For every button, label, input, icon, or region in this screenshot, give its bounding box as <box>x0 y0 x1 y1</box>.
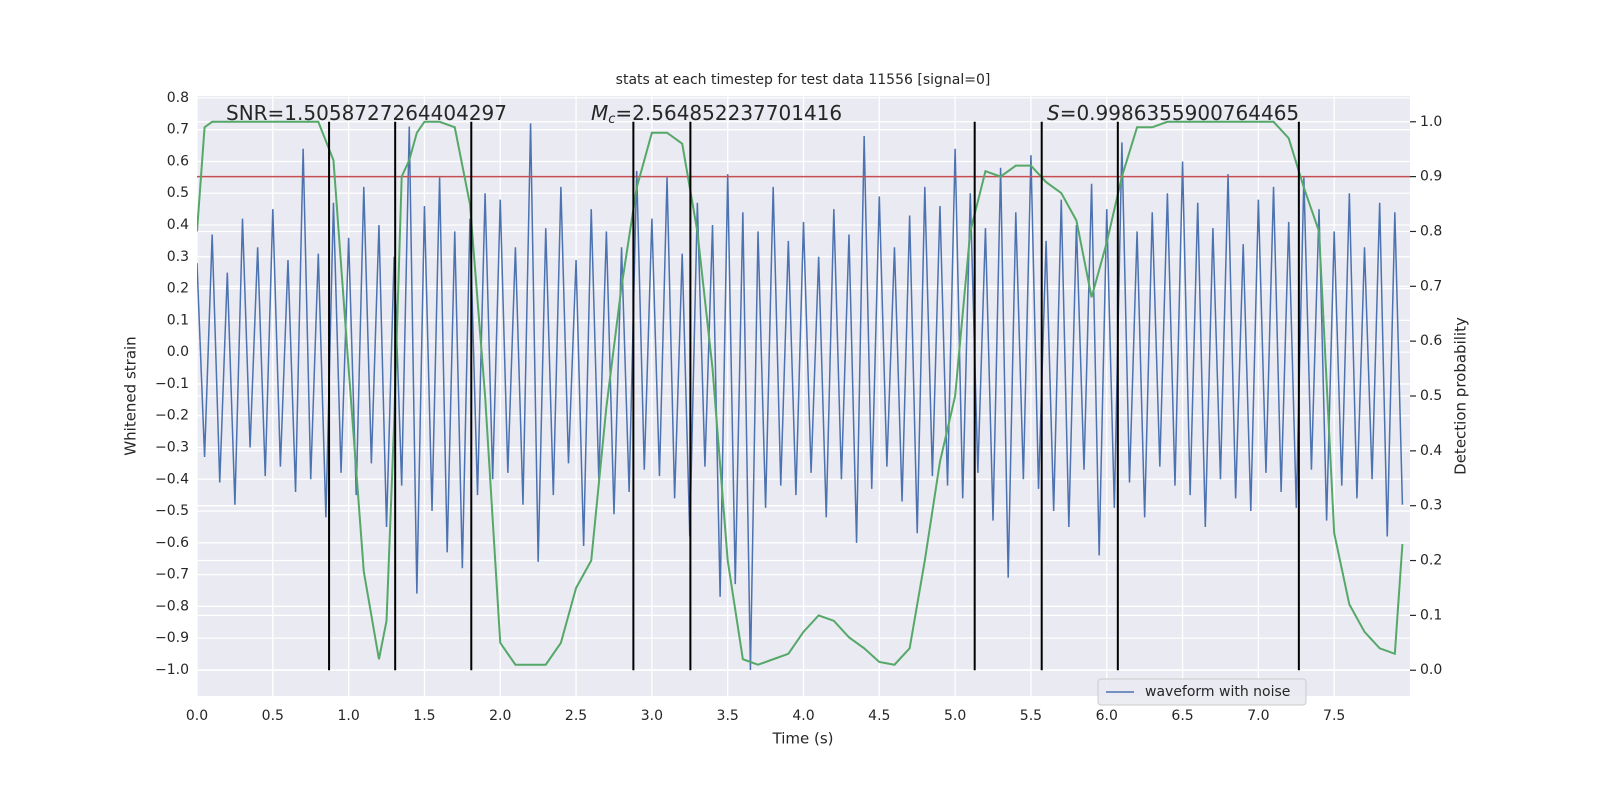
y-tick-label: −0.5 <box>155 503 189 519</box>
y2-tick-label: 0.7 <box>1420 278 1442 294</box>
detection-probability-line <box>197 120 1404 666</box>
y-tick-label: 0.0 <box>167 344 189 360</box>
annotation-text: SNR=1.5058727264404297 <box>226 101 507 125</box>
y2-axis-label: Detection probability <box>1452 317 1470 475</box>
annotation: S=0.9986355900764465 <box>1047 101 1299 125</box>
x-tick-label: 4.0 <box>792 708 814 724</box>
legend-label: waveform with noise <box>1145 684 1290 700</box>
x-tick-label: 2.5 <box>565 708 587 724</box>
x-tick-label: 4.5 <box>868 708 890 724</box>
y2-tick-label: 0.3 <box>1420 498 1442 514</box>
y2-tick-label: 0.6 <box>1420 333 1442 349</box>
annotation-symbol: S <box>1047 101 1060 125</box>
y-tick-label: −0.2 <box>155 408 189 424</box>
y-tick-label: 0.7 <box>167 122 189 138</box>
annotation: Mc=2.564852237701416 <box>591 101 842 127</box>
annotation-subscript: c <box>608 112 615 127</box>
y-axis-label: Whitened strain <box>122 336 140 455</box>
x-tick-label: 7.0 <box>1247 708 1269 724</box>
waveform-line <box>197 123 1404 670</box>
y-tick-label: 0.4 <box>167 217 189 233</box>
x-tick-label: 5.5 <box>1020 708 1042 724</box>
y-tick-label: −0.4 <box>155 471 189 487</box>
y2-tick-label: 0.5 <box>1420 388 1442 404</box>
y-tick-label: 0.1 <box>167 312 189 328</box>
x-tick-label: 1.5 <box>413 708 435 724</box>
annotation-symbol: M <box>591 101 608 125</box>
y2-tick-label: 0.1 <box>1420 607 1442 623</box>
annotation-text: =0.9986355900764465 <box>1060 101 1299 125</box>
annotation: SNR=1.5058727264404297 <box>226 101 507 125</box>
y-tick-label: −0.3 <box>155 439 189 455</box>
annotation-text: =2.564852237701416 <box>615 101 842 125</box>
y2-tick-label: 0.4 <box>1420 443 1442 459</box>
y-tick-label: 0.2 <box>167 281 189 297</box>
x-tick-label: 6.5 <box>1171 708 1193 724</box>
x-tick-label: 3.0 <box>641 708 663 724</box>
x-tick-label: 7.5 <box>1323 708 1345 724</box>
x-tick-label: 2.0 <box>489 708 511 724</box>
x-tick-label: 0.5 <box>262 708 284 724</box>
y2-tick-label: 0.9 <box>1420 169 1442 185</box>
x-tick-label: 5.0 <box>944 708 966 724</box>
y-tick-label: 0.3 <box>167 249 189 265</box>
y-tick-label: −0.1 <box>155 376 189 392</box>
y2-tick-label: 0.0 <box>1420 662 1442 678</box>
x-tick-label: 0.0 <box>186 708 208 724</box>
y-tick-label: −0.8 <box>155 598 189 614</box>
y-tick-label: −0.9 <box>155 630 189 646</box>
legend-box <box>1097 678 1307 706</box>
chart-title: stats at each timestep for test data 115… <box>616 72 991 88</box>
y-tick-label: 0.5 <box>167 185 189 201</box>
y-tick-label: 0.8 <box>167 90 189 106</box>
y2-tick-label: 1.0 <box>1420 114 1442 130</box>
y2-tick-label: 0.2 <box>1420 553 1442 569</box>
y2-tick-label: 0.8 <box>1420 223 1442 239</box>
x-tick-label: 6.0 <box>1096 708 1118 724</box>
y-tick-label: −0.6 <box>155 535 189 551</box>
y-tick-label: −1.0 <box>155 662 189 678</box>
x-tick-label: 3.5 <box>717 708 739 724</box>
x-tick-label: 1.0 <box>337 708 359 724</box>
x-axis-label: Time (s) <box>772 730 834 748</box>
y-tick-label: −0.7 <box>155 567 189 583</box>
y-tick-label: 0.6 <box>167 153 189 169</box>
